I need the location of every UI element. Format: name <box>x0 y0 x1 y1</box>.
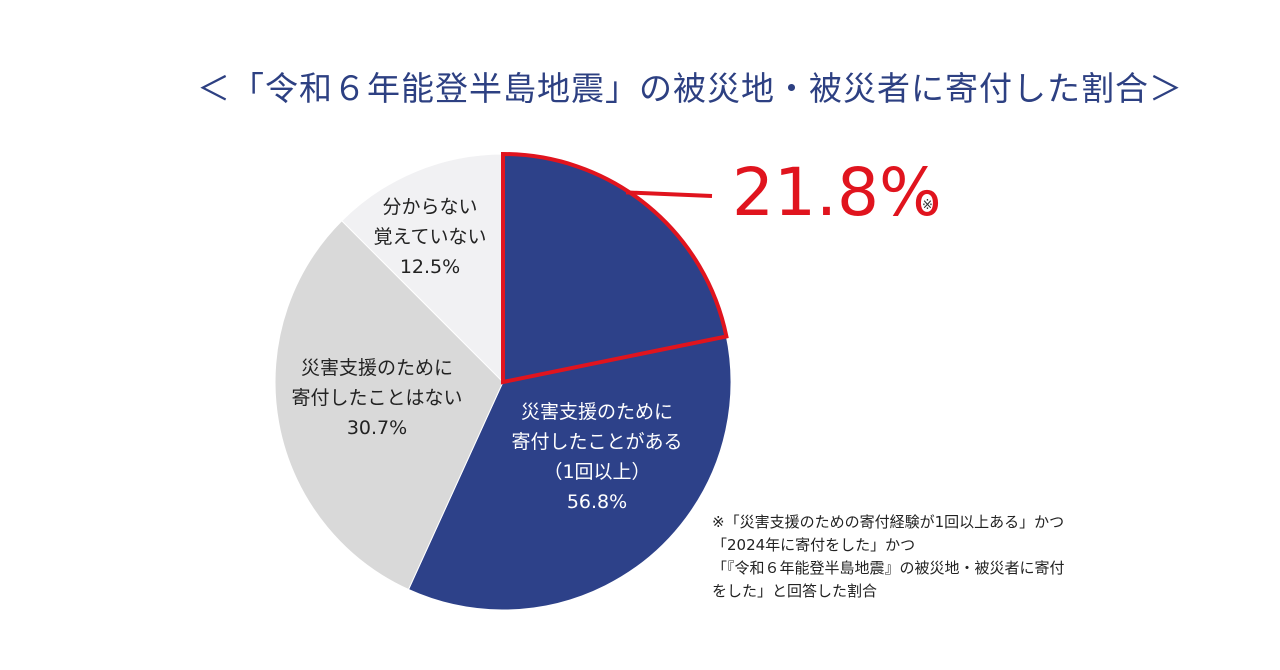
pie-labels: 災害支援のために寄付したことがある（1回以上）56.8%災害支援のために寄付した… <box>291 196 682 513</box>
slice-category-label: （1回以上） <box>543 461 650 483</box>
footnote-line: 「2024年に寄付をした」かつ <box>712 536 916 554</box>
footnote: ※「災害支援のための寄付経験が1回以上ある」かつ 「2024年に寄付をした」かつ… <box>712 511 1065 603</box>
highlight-group <box>501 151 729 385</box>
footnote-line: をした」と回答した割合 <box>712 582 878 600</box>
slice-value-label: 12.5% <box>400 256 460 278</box>
slice-value-label: 56.8% <box>567 491 627 513</box>
leader-line <box>625 190 713 198</box>
slice-category-label: 災害支援のために <box>301 357 453 379</box>
slice-category-label: 覚えていない <box>373 226 486 248</box>
footnote-line: 「『令和６年能登半島地震』の被災地・被災者に寄付 <box>712 559 1065 577</box>
highlight-percentage: 21.8% <box>732 154 942 231</box>
slice-value-label: 30.7% <box>347 417 407 439</box>
pie-slice <box>341 153 504 384</box>
slice-category-label: 災害支援のために <box>521 401 673 423</box>
footnote-line: ※「災害支援のための寄付経験が1回以上ある」かつ <box>712 513 1065 531</box>
highlight-outline <box>501 151 729 385</box>
slice-category-label: 寄付したことがある <box>511 431 682 453</box>
pie-slice <box>274 220 504 591</box>
pie-slices <box>274 153 732 611</box>
chart-title: ＜「令和６年能登半島地震」の被災地・被災者に寄付した割合＞ <box>197 69 1183 108</box>
slice-category-label: 分からない <box>382 196 477 218</box>
slice-category-label: 寄付したことはない <box>291 387 462 409</box>
highlight-asterisk: ※ <box>922 198 933 213</box>
